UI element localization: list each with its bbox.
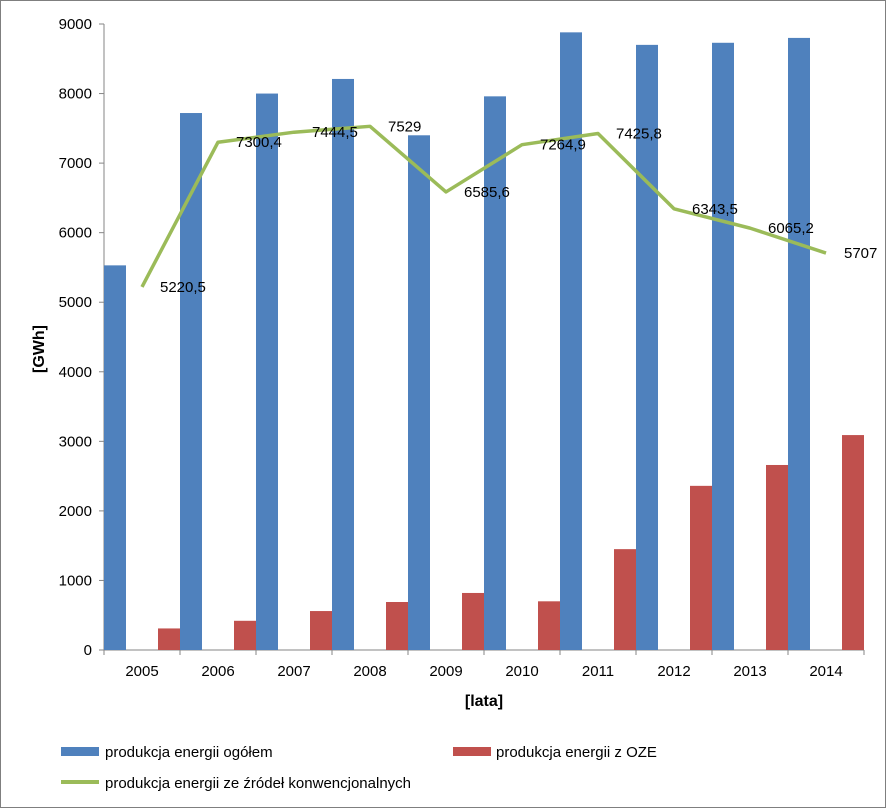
bar-renewable xyxy=(386,602,408,650)
x-tick-label: 2007 xyxy=(277,663,310,680)
bar-total xyxy=(408,135,430,650)
x-tick-label: 2014 xyxy=(809,663,842,680)
y-tick-label: 2000 xyxy=(59,503,92,520)
x-tick-label: 2006 xyxy=(201,663,234,680)
bar-total xyxy=(484,96,506,650)
x-tick-label: 2008 xyxy=(353,663,386,680)
legend-label-renewable: produkcja energii z OZE xyxy=(496,744,657,761)
y-tick-label: 6000 xyxy=(59,225,92,242)
bar-total xyxy=(560,32,582,650)
data-label: 6585,6 xyxy=(464,184,510,201)
y-axis-label: [GWh] xyxy=(31,325,48,373)
y-tick-label: 0 xyxy=(84,642,92,659)
x-tick-label: 2009 xyxy=(429,663,462,680)
bar-renewable xyxy=(462,593,484,650)
bar-renewable xyxy=(538,601,560,650)
data-label: 5220,5 xyxy=(160,279,206,296)
data-label: 6343,5 xyxy=(692,201,738,218)
bar-renewable xyxy=(310,611,332,650)
legend-swatch-total xyxy=(61,747,99,756)
y-tick-label: 9000 xyxy=(59,16,92,33)
data-label: 7425,8 xyxy=(616,125,662,142)
bar-total xyxy=(712,43,734,650)
bar-renewable xyxy=(690,486,712,650)
bar-total xyxy=(104,265,126,650)
x-axis-label: [lata] xyxy=(465,693,503,710)
bar-renewable xyxy=(842,435,864,650)
y-tick-label: 8000 xyxy=(59,86,92,103)
bar-total xyxy=(256,94,278,650)
bar-renewable xyxy=(614,549,636,650)
bar-total xyxy=(788,38,810,650)
x-tick-label: 2011 xyxy=(582,663,614,680)
bar-renewable xyxy=(234,621,256,650)
y-tick-label: 3000 xyxy=(59,433,92,450)
data-label: 7300,4 xyxy=(236,134,282,151)
x-tick-label: 2012 xyxy=(657,663,690,680)
y-tick-label: 7000 xyxy=(59,155,92,172)
legend-swatch-renewable xyxy=(453,747,491,756)
y-tick-label: 4000 xyxy=(59,364,92,381)
data-label: 7444,5 xyxy=(312,124,358,141)
data-label: 7529 xyxy=(388,118,421,135)
data-label: 5707 xyxy=(844,245,877,262)
x-tick-label: 2013 xyxy=(733,663,766,680)
bar-renewable xyxy=(158,628,180,650)
bar-renewable xyxy=(766,465,788,650)
data-label: 7264,9 xyxy=(540,137,586,154)
legend-label-total: produkcja energii ogółem xyxy=(105,744,273,761)
y-tick-label: 5000 xyxy=(59,294,92,311)
x-tick-label: 2005 xyxy=(125,663,158,680)
bar-total xyxy=(332,79,354,650)
y-tick-label: 1000 xyxy=(59,572,92,589)
data-label: 6065,2 xyxy=(768,220,814,237)
legend: produkcja energii ogółem produkcja energ… xyxy=(61,744,657,792)
x-tick-label: 2010 xyxy=(505,663,538,680)
legend-label-conventional: produkcja energii ze źródeł konwencjonal… xyxy=(105,775,411,792)
